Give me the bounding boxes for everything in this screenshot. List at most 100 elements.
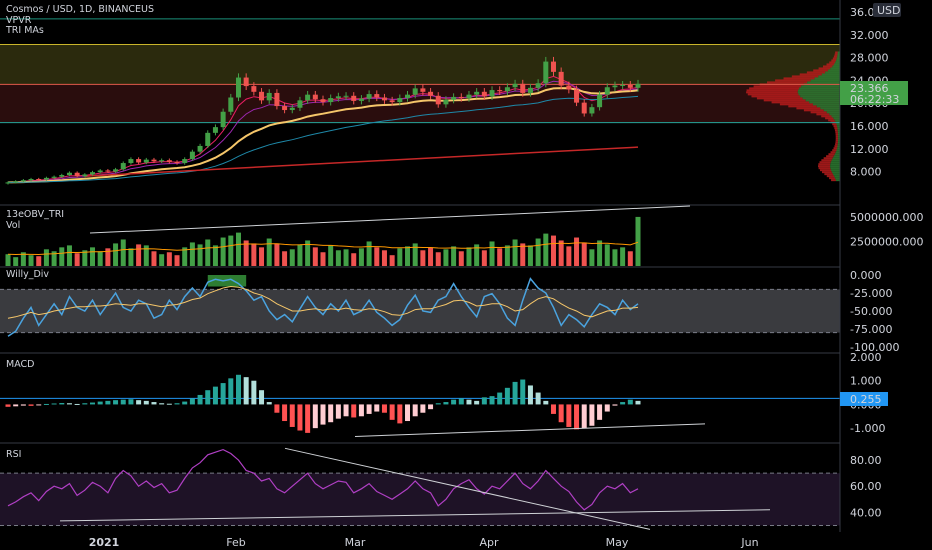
vpvr-bar-up	[837, 127, 840, 130]
volume-bar	[120, 239, 126, 266]
price-tick-label: 32.000	[850, 29, 889, 42]
macd-histogram-bar	[235, 374, 241, 405]
macd-histogram-bar	[20, 404, 26, 406]
macd-histogram-bar	[512, 381, 518, 405]
obv-trendline	[89, 205, 691, 234]
vpvr-bar-down	[828, 153, 835, 156]
willy-tick-label: -75.000	[850, 323, 892, 336]
candle	[543, 61, 549, 84]
vpvr-bar-down	[831, 179, 836, 182]
volume-bar	[305, 240, 311, 266]
candle	[205, 132, 211, 146]
volume-bar	[389, 255, 395, 266]
vpvr-bar-down	[829, 177, 836, 180]
volume-bar	[335, 250, 341, 266]
volume-ma-line	[7, 241, 639, 256]
vpvr-bar-down	[825, 117, 834, 120]
volume-bar	[159, 254, 165, 266]
zone-lower	[0, 84, 840, 123]
macd-histogram-bar	[543, 400, 549, 405]
volume-bar	[405, 246, 411, 266]
macd-histogram-bar	[243, 377, 249, 405]
macd-histogram-bar	[43, 403, 49, 405]
candle	[627, 84, 633, 88]
vpvr-bar-up	[818, 75, 840, 78]
vpvr-bar-up	[836, 59, 840, 62]
volume-bar	[489, 241, 495, 266]
vpvr-bar-down	[829, 61, 836, 64]
volume-bar	[581, 242, 587, 266]
candle	[43, 177, 49, 180]
candle	[481, 91, 487, 97]
vpvr-bar-down	[816, 113, 830, 116]
currency-badge[interactable]	[873, 3, 901, 17]
macd-histogram-bar	[520, 379, 526, 405]
macd-histogram-bar	[51, 403, 57, 405]
rsi-pane-label[interactable]: RSI	[6, 449, 21, 460]
rsi-tick-label: 80.00	[850, 454, 882, 467]
symbol-title: Cosmos / USD, 1D, BINANCEUS	[6, 4, 154, 15]
vpvr-bar-down	[835, 133, 839, 136]
volume-bar	[381, 250, 387, 266]
macd-histogram-bar	[59, 403, 65, 405]
candle	[520, 83, 526, 93]
volume-bar	[343, 249, 349, 266]
willy-tick-label: -100.000	[850, 341, 899, 354]
vpvr-bar-up	[832, 65, 840, 68]
volume-bar	[43, 249, 49, 266]
indicator-vpvr-label[interactable]: VPVR	[6, 15, 32, 26]
candle	[151, 159, 157, 162]
vpvr-bar-up	[801, 85, 840, 88]
macd-histogram-bar	[328, 404, 334, 423]
macd-histogram-bar	[220, 383, 226, 405]
obv-pane-label[interactable]: 13eOBV_TRI	[6, 209, 64, 220]
zone-upper	[0, 44, 840, 85]
macd-histogram-bar	[481, 397, 487, 405]
vpvr-bar-up	[835, 61, 840, 64]
candle	[259, 91, 265, 101]
macd-pane-label[interactable]: MACD	[6, 359, 34, 370]
candle	[120, 163, 126, 170]
macd-histogram-bar	[36, 404, 42, 406]
macd-histogram-bar	[289, 404, 295, 427]
willy-band	[0, 289, 840, 333]
vpvr-bar-down	[779, 103, 813, 106]
macd-histogram-bar	[297, 404, 303, 431]
macd-histogram-bar	[251, 380, 257, 405]
volume-bar	[504, 245, 510, 266]
volume-bar	[36, 256, 42, 266]
vpvr-bar-down	[834, 145, 838, 148]
currency-label[interactable]: USD	[877, 4, 901, 17]
willy-pane-label[interactable]: Willy_Div	[6, 269, 49, 280]
vpvr-bar-down	[791, 75, 819, 78]
vpvr-bar-up	[832, 157, 840, 160]
volume-bar	[535, 238, 541, 266]
volume-bar	[266, 238, 272, 266]
indicator-tri-mas-label[interactable]: TRI MAs	[5, 25, 44, 36]
volume-bar	[20, 252, 26, 266]
volume-bar	[328, 245, 334, 266]
macd-histogram-bar	[589, 404, 595, 426]
vpvr-bar-up	[837, 141, 840, 144]
macd-badge	[840, 392, 888, 406]
candle	[566, 85, 572, 90]
vpvr-bar-down	[810, 111, 827, 114]
x-tick-label: Feb	[226, 536, 245, 549]
macd-histogram-bar	[212, 386, 218, 405]
candle	[335, 96, 341, 99]
vpvr-bar-down	[834, 53, 838, 56]
volume-bar	[604, 244, 610, 266]
macd-histogram-bar	[489, 396, 495, 405]
volume-bar	[574, 237, 580, 266]
volume-bar	[189, 242, 195, 266]
vol-pane-label[interactable]: Vol	[6, 220, 20, 231]
volume-bar	[220, 237, 226, 266]
vpvr-bar-down	[826, 175, 835, 178]
macd-histogram-bar	[97, 401, 103, 405]
candle	[128, 159, 134, 164]
vpvr-bar-down	[833, 55, 838, 58]
macd-tick-label: -1.000	[850, 422, 885, 435]
volume-bar	[466, 247, 472, 266]
candle	[412, 88, 418, 95]
